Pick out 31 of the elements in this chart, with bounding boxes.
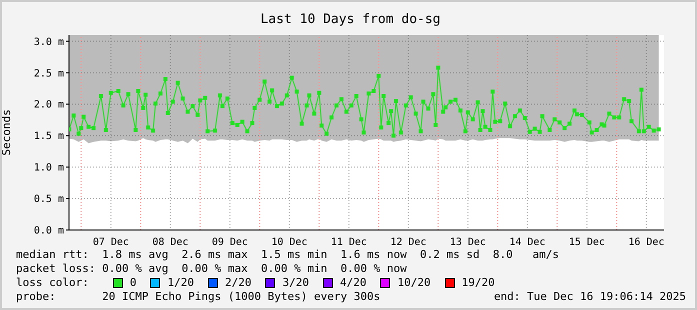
- text: median rtt: 1.8 ms avg 2.6 ms max 1.5 ms min 1.6 ms now 0.2 ms sd 8.0 am/s: [16, 248, 560, 262]
- legend-label: 10/20: [397, 276, 431, 290]
- y-tick-label: 3.0 m: [34, 36, 64, 48]
- text: end: Tue Dec 16 19:06:14 2025: [494, 290, 686, 304]
- y-axis-title: Seconds: [0, 109, 13, 156]
- legend-title: loss color:: [16, 276, 89, 290]
- y-tick-label: 0.5 m: [34, 194, 64, 206]
- x-tick-label: 15 Dec: [568, 237, 605, 248]
- x-tick-label: 12 Dec: [390, 237, 426, 248]
- legend-label: 4/20: [340, 276, 366, 290]
- x-tick-label: 07 Dec: [92, 237, 129, 248]
- x-tick-label: 11 Dec: [330, 237, 367, 248]
- x-tick-label: 08 Dec: [152, 237, 188, 248]
- chart-title: Last 10 Days from do-sg: [259, 12, 442, 27]
- y-tick-label: 1.0 m: [34, 162, 64, 174]
- text: packet loss: 0.00 % avg 0.00 % max 0.00 % min 0.00 % now: [16, 262, 408, 276]
- x-tick-label: 09 Dec: [212, 237, 248, 248]
- legend-label: 19/20: [462, 276, 495, 290]
- y-tick-label: 0.0 m: [34, 226, 64, 237]
- legend-label: 0: [130, 276, 136, 290]
- y-tick-label: 2.5 m: [34, 68, 64, 80]
- legend-label: 3/20: [282, 276, 309, 290]
- y-tick-label: 1.5 m: [34, 131, 64, 142]
- x-tick-label: 14 Dec: [509, 237, 546, 248]
- legend-label: 2/20: [224, 276, 252, 290]
- x-tick-label: 13 Dec: [450, 237, 486, 248]
- x-tick-label: 16 Dec: [628, 237, 664, 248]
- y-tick-label: 2.0 m: [34, 100, 64, 111]
- legend-label: 1/20: [167, 276, 194, 290]
- x-tick-label: 10 Dec: [271, 237, 308, 248]
- text: probe: 20 ICMP Echo Pings (1000 Bytes) every 300s: [16, 290, 380, 304]
